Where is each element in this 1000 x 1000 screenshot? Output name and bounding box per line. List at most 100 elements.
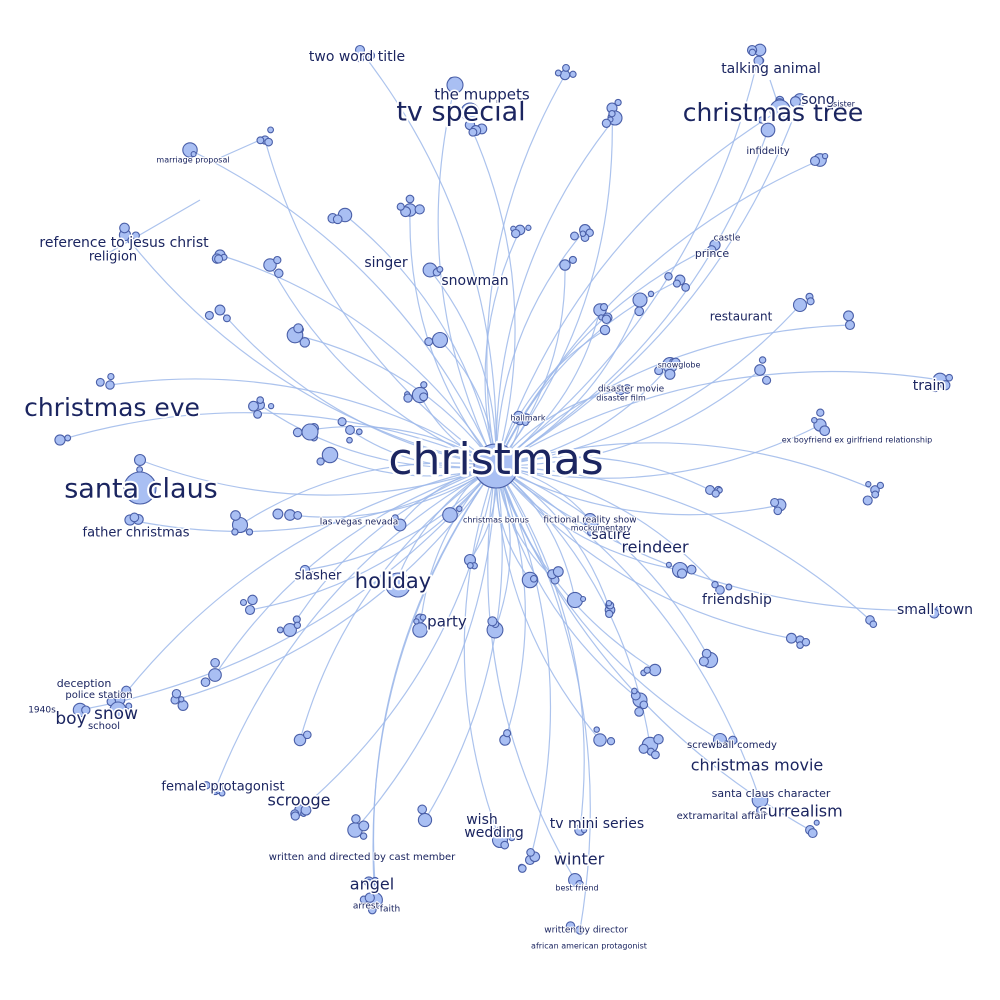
label-police-station: police station xyxy=(65,690,132,701)
graph-edge xyxy=(495,442,876,491)
graph-edge xyxy=(239,462,497,526)
graph-node xyxy=(869,620,878,629)
graph-node xyxy=(355,428,363,436)
graph-edge xyxy=(495,465,656,671)
graph-node xyxy=(190,151,197,158)
graph-node xyxy=(806,297,815,306)
label-party: party xyxy=(427,613,467,631)
label-small-town: small town xyxy=(897,602,973,618)
label-mockumentary: mockumentary xyxy=(571,524,632,533)
graph-node xyxy=(807,828,818,839)
graph-edge xyxy=(129,465,497,533)
graph-node xyxy=(500,840,510,850)
graph-edge xyxy=(495,465,591,931)
graph-edge xyxy=(484,229,521,467)
graph-edge xyxy=(495,465,526,741)
graph-node xyxy=(253,409,263,419)
graph-node xyxy=(367,905,377,915)
graph-node xyxy=(466,562,474,569)
graph-node xyxy=(125,702,133,710)
graph-node xyxy=(753,55,764,66)
graph-node xyxy=(332,214,343,225)
graph-node xyxy=(393,518,407,532)
graph-node xyxy=(513,410,524,422)
graph-node xyxy=(365,51,376,61)
graph-node xyxy=(346,436,353,444)
graph-edge xyxy=(495,229,586,467)
graph-edge xyxy=(495,465,801,641)
graph-edge xyxy=(495,117,616,467)
graph-node xyxy=(686,564,697,575)
graph-node xyxy=(529,574,538,583)
graph-edge xyxy=(495,370,941,467)
graph-node xyxy=(419,614,427,621)
graph-node xyxy=(273,255,282,265)
graph-nodes xyxy=(54,43,954,935)
label-talking-animal: talking animal xyxy=(721,61,821,77)
graph-node-major xyxy=(385,572,411,598)
graph-edge xyxy=(424,465,503,821)
graph-node xyxy=(247,594,258,606)
graph-node xyxy=(725,583,733,591)
graph-node xyxy=(665,561,672,568)
graph-node xyxy=(293,621,302,629)
graph-node xyxy=(105,380,115,390)
graph-node xyxy=(754,364,766,376)
graph-node xyxy=(308,571,317,580)
graph-node xyxy=(865,481,872,488)
graph-node xyxy=(844,319,856,331)
graph-node xyxy=(929,608,940,619)
graph-edge xyxy=(189,149,497,467)
graph-node xyxy=(405,194,415,204)
label-screwball-comedy: screwball comedy xyxy=(687,740,777,751)
graph-edge xyxy=(344,214,497,467)
graph-node xyxy=(559,259,571,271)
graph-edge xyxy=(264,139,497,467)
graph-node xyxy=(218,789,226,797)
graph-node xyxy=(773,506,783,516)
graph-edge xyxy=(139,459,497,496)
graph-node xyxy=(821,152,829,160)
graph-node xyxy=(54,434,66,446)
graph-edge xyxy=(59,412,497,467)
graph-node-major xyxy=(460,102,480,122)
graph-edge xyxy=(299,465,497,741)
graph-node xyxy=(605,600,613,607)
graph-node xyxy=(419,392,429,402)
graph-node xyxy=(599,324,611,336)
graph-edge xyxy=(495,465,811,831)
graph-node xyxy=(622,384,633,394)
graph-node xyxy=(396,202,405,211)
graph-edge xyxy=(249,465,497,611)
graph-edge xyxy=(495,304,801,467)
graph-node xyxy=(345,425,355,435)
label-reindeer: reindeer xyxy=(621,538,689,557)
graph-node xyxy=(643,666,651,674)
graph-node xyxy=(413,618,420,625)
graph-edge xyxy=(124,234,497,467)
graph-node xyxy=(204,310,214,320)
graph-node xyxy=(698,656,709,667)
graph-edge xyxy=(495,465,761,801)
label-wish: wish xyxy=(466,812,498,828)
label-christmas: christmas xyxy=(388,434,603,485)
graph-node xyxy=(756,805,766,816)
graph-node xyxy=(495,825,506,836)
graph-edge xyxy=(463,465,501,841)
label-train: train xyxy=(913,378,946,394)
graph-node xyxy=(208,668,222,682)
graph-node xyxy=(417,812,433,828)
graph-node xyxy=(843,310,854,322)
graph-node xyxy=(862,495,873,506)
graph-node xyxy=(272,508,284,520)
graph-node xyxy=(580,595,587,603)
graph-node xyxy=(792,297,808,313)
label-restaurant: restaurant xyxy=(710,310,773,324)
graph-node xyxy=(570,231,579,241)
label-prince: prince xyxy=(695,247,730,260)
label-infidelity: infidelity xyxy=(746,146,789,157)
graph-node xyxy=(579,230,587,237)
graph-node xyxy=(487,616,498,627)
graph-node xyxy=(503,729,512,738)
graph-edge xyxy=(495,99,801,467)
